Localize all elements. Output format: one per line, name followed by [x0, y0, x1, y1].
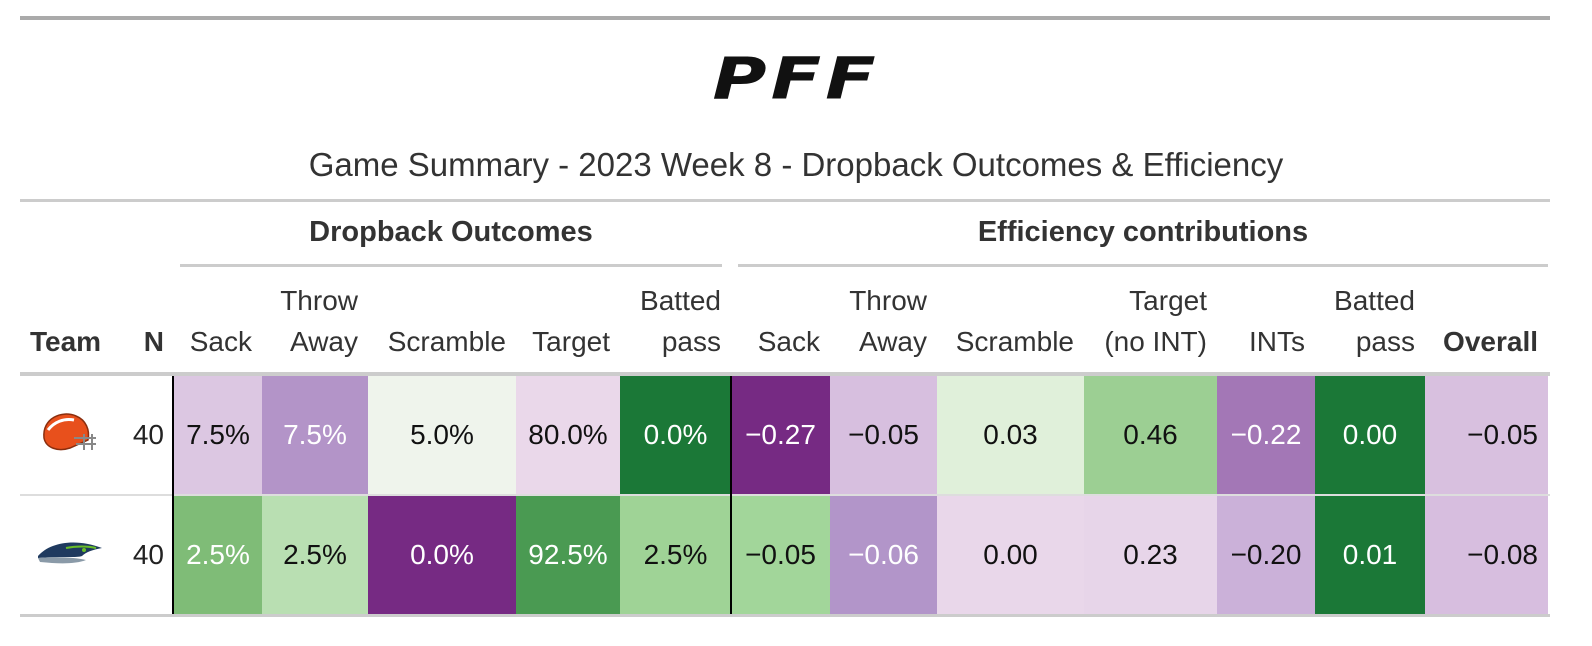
value-cell: 0.46 — [1084, 376, 1217, 494]
n-cell: 40 — [132, 539, 164, 570]
title-rule — [20, 199, 1550, 202]
column-header: Overall — [1443, 326, 1538, 357]
title: Game Summary - 2023 Week 8 - Dropback Ou… — [308, 146, 1284, 183]
group-header: Dropback Outcomes — [309, 216, 593, 248]
value-cell: 0.00 — [937, 496, 1084, 614]
header-rule — [20, 372, 1550, 376]
group-rule — [738, 264, 1548, 267]
group-rule — [180, 264, 722, 267]
column-header: Batted pass — [1334, 285, 1415, 357]
value-cell: 0.0% — [620, 376, 731, 494]
value-cell: 0.03 — [937, 376, 1084, 494]
value-cell: −0.22 — [1217, 376, 1315, 494]
column-header: INTs — [1249, 326, 1305, 357]
value-cell: −0.06 — [830, 496, 937, 614]
top-rule — [20, 16, 1550, 20]
value-cell: 2.5% — [620, 496, 731, 614]
value-cell: 92.5% — [516, 496, 620, 614]
column-header: Target — [532, 326, 610, 357]
column-header: Throw Away — [849, 285, 927, 357]
column-header: Batted pass — [640, 285, 721, 357]
bottom-rule — [20, 614, 1550, 617]
value-cell: 0.0% — [368, 496, 516, 614]
value-cell: 0.00 — [1315, 376, 1425, 494]
column-header: N — [143, 326, 164, 357]
value-cell: −0.05 — [731, 496, 830, 614]
value-cell: 80.0% — [516, 376, 620, 494]
value-cell: 2.5% — [262, 496, 368, 614]
value-cell: −0.08 — [1425, 496, 1548, 614]
row-divider — [20, 494, 1550, 496]
vertical-rule — [730, 376, 732, 614]
value-cell: 0.01 — [1315, 496, 1425, 614]
value-cell: 7.5% — [262, 376, 368, 494]
column-header: Sack — [757, 326, 820, 357]
column-header: Team — [30, 326, 102, 357]
value-cell: 5.0% — [368, 376, 516, 494]
value-cell: 0.23 — [1084, 496, 1217, 614]
value-cell: −0.05 — [830, 376, 937, 494]
logo: PFF — [712, 45, 880, 113]
value-cell: −0.05 — [1425, 376, 1548, 494]
column-header: Scramble — [955, 326, 1074, 357]
column-header: Sack — [189, 326, 252, 357]
n-cell: 40 — [132, 419, 164, 450]
value-cell: 2.5% — [174, 496, 262, 614]
value-cell: −0.20 — [1217, 496, 1315, 614]
browns-helmet — [43, 413, 96, 451]
column-header: Scramble — [387, 326, 506, 357]
vertical-rule — [172, 376, 174, 614]
column-header: Throw Away — [280, 285, 358, 357]
seahawks-logo — [38, 542, 102, 564]
value-cell: −0.27 — [731, 376, 830, 494]
column-header: Target (no INT) — [1104, 285, 1207, 357]
group-header: Efficiency contributions — [977, 216, 1309, 248]
value-cell: 7.5% — [174, 376, 262, 494]
